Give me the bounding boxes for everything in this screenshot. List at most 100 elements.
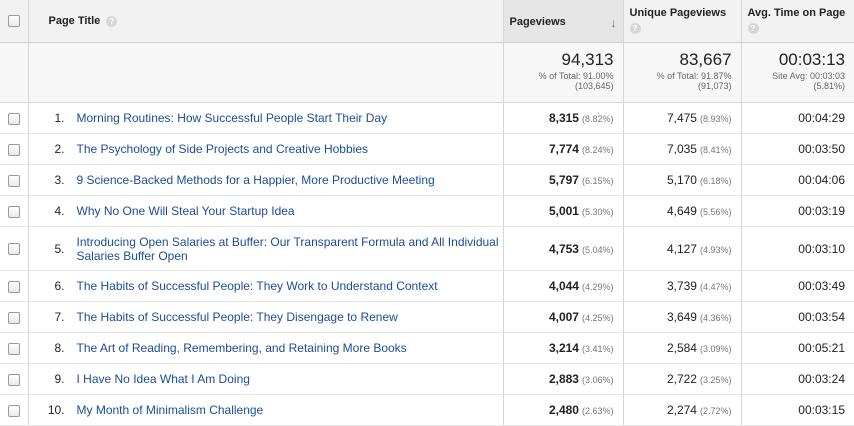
select-all-checkbox[interactable] (7, 15, 20, 27)
help-icon[interactable]: ? (106, 15, 118, 27)
unique-pageviews-pct: (4.36%) (699, 313, 732, 323)
row-checkbox[interactable] (7, 143, 20, 156)
unique-pageviews-pct: (3.09%) (699, 344, 732, 354)
unique-pageviews-pct: (4.93%) (699, 244, 732, 255)
table-row: 7. The Habits of Successful People: They… (0, 301, 854, 333)
totals-site-avg: Site Avg: 00:03:03 (772, 71, 845, 81)
row-index: 7. (54, 310, 65, 324)
row-checkbox[interactable] (7, 174, 20, 187)
unique-pageviews-cell: 2,722 (3.25%) (623, 363, 742, 395)
avg-time-value: 00:03:24 (798, 372, 845, 386)
pageviews-value: 5,001 (548, 204, 579, 218)
row-checkbox[interactable] (7, 205, 20, 218)
row-checkbox[interactable] (7, 342, 20, 355)
avg-time-cell: 00:04:06 (741, 164, 854, 196)
unique-pageviews-value: 4,649 (666, 204, 697, 218)
totals-site-avg-pct: (5.81%) (813, 81, 845, 91)
avg-time-value: 00:04:06 (798, 173, 845, 187)
totals-row: 94,313 % of Total: 91.00% (103,645) 83,6… (0, 42, 854, 103)
row-checkbox[interactable] (7, 404, 20, 417)
pageviews-cell: 4,007 (4.25%) (503, 301, 624, 333)
pageviews-pct: (8.24%) (581, 145, 614, 155)
unique-pageviews-pct: (3.25%) (699, 375, 732, 385)
page-title-link[interactable]: Introducing Open Salaries at Buffer: Our… (76, 234, 499, 263)
avg-time-cell: 00:05:21 (741, 332, 854, 364)
avg-time-cell: 00:04:29 (741, 102, 854, 134)
avg-time-value: 00:03:19 (798, 204, 845, 218)
pageviews-value: 8,315 (548, 111, 579, 125)
pageviews-header[interactable]: Pageviews ↓ (503, 0, 624, 43)
unique-pageviews-pct: (8.41%) (699, 145, 732, 155)
pageviews-value: 7,774 (548, 142, 579, 156)
unique-pageviews-header[interactable]: Unique Pageviews ? (623, 0, 742, 43)
unique-pageviews-cell: 7,035 (8.41%) (623, 133, 742, 165)
unique-pageviews-value: 2,722 (666, 372, 697, 386)
avg-time-cell: 00:03:54 (741, 301, 854, 333)
totals-avg-value: 00:03:13 (778, 50, 845, 69)
unique-pageviews-cell: 3,739 (4.47%) (623, 270, 742, 302)
page-title-link[interactable]: The Art of Reading, Remembering, and Ret… (76, 341, 407, 355)
page-title-link[interactable]: The Habits of Successful People: They Di… (76, 310, 398, 324)
table-row: 10. My Month of Minimalism Challenge 2,4… (0, 394, 854, 426)
page-title-link[interactable]: The Psychology of Side Projects and Crea… (76, 142, 369, 156)
page-title-header[interactable]: Page Title ? (28, 0, 504, 43)
totals-pageviews-value: 94,313 (561, 50, 614, 69)
row-checkbox[interactable] (7, 243, 20, 256)
sort-descending-icon[interactable]: ↓ (610, 16, 617, 30)
page-title-link[interactable]: 9 Science-Backed Methods for a Happier, … (76, 173, 435, 187)
page-title-link[interactable]: I Have No Idea What I Am Doing (76, 372, 250, 386)
help-icon[interactable]: ? (747, 22, 759, 34)
unique-pageviews-pct: (4.47%) (699, 282, 732, 292)
pageviews-value: 4,007 (548, 310, 579, 324)
row-checkbox[interactable] (7, 280, 20, 293)
totals-pageviews-pct: % of Total: 91.00% (538, 71, 614, 81)
pageviews-cell: 4,044 (4.29%) (503, 270, 624, 302)
unique-pageviews-pct: (5.56%) (699, 207, 732, 217)
pageviews-pct: (4.25%) (581, 313, 614, 323)
help-icon[interactable]: ? (629, 22, 641, 34)
row-index: 3. (54, 173, 65, 187)
pageviews-pct: (2.63%) (581, 406, 614, 416)
unique-pageviews-cell: 4,649 (5.56%) (623, 195, 742, 227)
unique-pageviews-value: 4,127 (666, 241, 697, 256)
unique-pageviews-cell: 2,584 (3.09%) (623, 332, 742, 364)
avg-time-value: 00:03:15 (798, 403, 845, 417)
select-all-cell (0, 0, 29, 43)
pageviews-pct: (3.41%) (581, 344, 614, 354)
totals-unique-pct: % of Total: 91.87% (656, 71, 732, 81)
pageviews-pct: (5.04%) (581, 244, 614, 255)
avg-time-cell: 00:03:15 (741, 394, 854, 426)
page-title-link[interactable]: Why No One Will Steal Your Startup Idea (76, 204, 295, 218)
unique-pageviews-cell: 3,649 (4.36%) (623, 301, 742, 333)
pageviews-value: 2,883 (548, 372, 579, 386)
totals-pageviews-total: (103,645) (574, 81, 614, 91)
pageviews-value: 4,753 (548, 241, 579, 256)
pageviews-value: 5,797 (548, 173, 579, 187)
unique-pageviews-value: 3,739 (666, 279, 697, 293)
unique-pageviews-cell: 2,274 (2.72%) (623, 394, 742, 426)
avg-time-value: 00:03:50 (798, 142, 845, 156)
page-title-link[interactable]: Morning Routines: How Successful People … (76, 111, 388, 125)
row-checkbox[interactable] (7, 311, 20, 324)
page-title-link[interactable]: My Month of Minimalism Challenge (76, 403, 264, 417)
avg-time-cell: 00:03:50 (741, 133, 854, 165)
pageviews-pct: (5.30%) (581, 207, 614, 217)
totals-avg: 00:03:13 Site Avg: 00:03:03 (5.81%) (741, 42, 854, 103)
avg-time-value: 00:03:10 (798, 241, 845, 256)
row-checkbox[interactable] (7, 373, 20, 386)
table-row: 9. I Have No Idea What I Am Doing 2,883(… (0, 363, 854, 395)
row-checkbox[interactable] (7, 112, 20, 125)
unique-pageviews-value: 2,584 (666, 341, 697, 355)
table-row: 6. The Habits of Successful People: They… (0, 270, 854, 302)
table-row: 4. Why No One Will Steal Your Startup Id… (0, 195, 854, 227)
table-row: 8. The Art of Reading, Remembering, and … (0, 332, 854, 364)
row-index: 5. (54, 241, 65, 256)
avg-time-header[interactable]: Avg. Time on Page ? (741, 0, 854, 43)
totals-unique-total: (91,073) (697, 81, 732, 91)
pageviews-cell: 3,214 (3.41%) (503, 332, 624, 364)
page-title-header-label: Page Title (48, 15, 101, 27)
page-title-link[interactable]: The Habits of Successful People: They Wo… (76, 279, 438, 293)
unique-pageviews-value: 7,035 (666, 142, 697, 156)
row-index: 6. (54, 279, 65, 293)
pageviews-cell: 4,753 (5.04%) (503, 226, 624, 271)
